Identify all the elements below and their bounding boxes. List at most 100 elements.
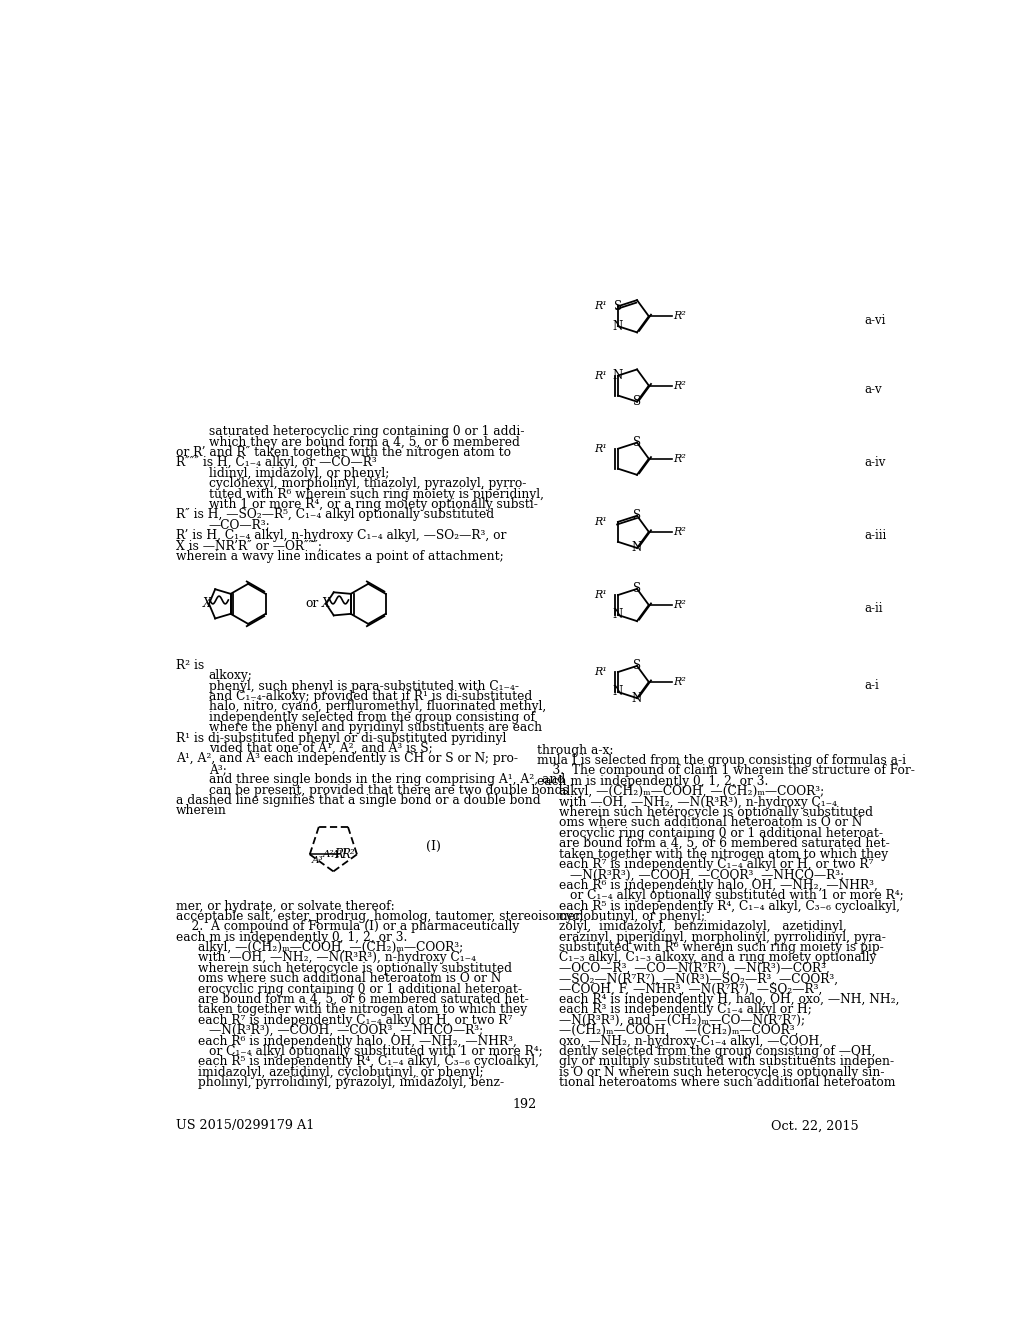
Text: each R⁶ is independently halo, OH, —NH₂, —NHR³,: each R⁶ is independently halo, OH, —NH₂,… xyxy=(559,879,878,892)
Text: X: X xyxy=(203,598,212,610)
Text: each R⁷ is independently C₁₋₄ alkyl or H, or two R⁷: each R⁷ is independently C₁₋₄ alkyl or H… xyxy=(559,858,873,871)
Text: mula I is selected from the group consisting of formulas a-i: mula I is selected from the group consis… xyxy=(538,754,906,767)
Text: through a-x:: through a-x: xyxy=(538,743,613,756)
Text: each m is independently 0, 1, 2, or 3.: each m is independently 0, 1, 2, or 3. xyxy=(176,931,408,944)
Text: R’ is H, C₁₋₄ alkyl, n-hydroxy C₁₋₄ alkyl, —SO₂—R³, or: R’ is H, C₁₋₄ alkyl, n-hydroxy C₁₋₄ alky… xyxy=(176,529,507,543)
Text: R¹: R¹ xyxy=(594,517,607,527)
Text: wherein such heterocycle is optionally substituted: wherein such heterocycle is optionally s… xyxy=(559,807,872,818)
Text: N: N xyxy=(612,319,623,333)
Text: substituted with R⁶ wherein such ring moiety is pip-: substituted with R⁶ wherein such ring mo… xyxy=(559,941,884,954)
Text: oxo, —NH₂, n-hydroxy-C₁₋₄ alkyl, —COOH,: oxo, —NH₂, n-hydroxy-C₁₋₄ alkyl, —COOH, xyxy=(559,1035,823,1048)
Text: R²: R² xyxy=(674,454,686,463)
Text: 192: 192 xyxy=(513,1098,537,1111)
Text: a-ii: a-ii xyxy=(864,602,883,615)
Text: A³;: A³; xyxy=(209,763,226,776)
Text: R¹: R¹ xyxy=(594,667,607,677)
Text: R″ is H, —SO₂—R⁵, C₁₋₄ alkyl optionally substituted: R″ is H, —SO₂—R⁵, C₁₋₄ alkyl optionally … xyxy=(176,508,495,521)
Text: each R⁷ is independently C₁₋₄ alkyl or H, or two R⁷: each R⁷ is independently C₁₋₄ alkyl or H… xyxy=(198,1014,512,1027)
Text: alkyl, —(CH₂)ₘ—COOH, —(CH₂)ₘ—COOR³;: alkyl, —(CH₂)ₘ—COOH, —(CH₂)ₘ—COOR³; xyxy=(198,941,463,954)
Text: mer, or hydrate, or solvate thereof:: mer, or hydrate, or solvate thereof: xyxy=(176,899,395,912)
Text: —N(R³R³), and —(CH₂)ₘ—CO—N(R⁷R⁷);: —N(R³R³), and —(CH₂)ₘ—CO—N(R⁷R⁷); xyxy=(559,1014,805,1027)
Text: A²: A² xyxy=(324,850,335,859)
Text: cyclobutinyl, or phenyl;: cyclobutinyl, or phenyl; xyxy=(559,909,706,923)
Text: taken together with the nitrogen atom to which they: taken together with the nitrogen atom to… xyxy=(198,1003,527,1016)
Text: S: S xyxy=(633,395,641,408)
Text: —N(R³R³), —COOH, —COOR³, —NHCO—R³;: —N(R³R³), —COOH, —COOR³, —NHCO—R³; xyxy=(569,869,844,882)
Text: wherein a wavy line indicates a point of attachment;: wherein a wavy line indicates a point of… xyxy=(176,550,504,562)
Text: —(CH₂)ₘ—COOH,    —(CH₂)ₘ—COOR³,: —(CH₂)ₘ—COOH, —(CH₂)ₘ—COOR³, xyxy=(559,1024,799,1038)
Text: are bound form a 4, 5, or 6 membered saturated het-: are bound form a 4, 5, or 6 membered sat… xyxy=(559,837,890,850)
Text: —OCO—R³, —CO—N(R⁷R⁷), —N(R³)—COR³,: —OCO—R³, —CO—N(R⁷R⁷), —N(R³)—COR³, xyxy=(559,962,829,975)
Text: are bound form a 4, 5, or 6 membered saturated het-: are bound form a 4, 5, or 6 membered sat… xyxy=(198,993,528,1006)
Text: erocyclic ring containing 0 or 1 additional heteroat-: erocyclic ring containing 0 or 1 additio… xyxy=(559,826,883,840)
Text: R² is: R² is xyxy=(176,659,205,672)
Text: tuted with R⁶ wherein such ring moiety is piperidinyl,: tuted with R⁶ wherein such ring moiety i… xyxy=(209,487,544,500)
Text: phenyl, such phenyl is para-substituted with C₁₋₄-: phenyl, such phenyl is para-substituted … xyxy=(209,680,518,693)
Text: a-v: a-v xyxy=(864,383,882,396)
Text: with —OH, —NH₂, —N(R³R³), n-hydroxy C₁₋₄: with —OH, —NH₂, —N(R³R³), n-hydroxy C₁₋₄ xyxy=(559,796,837,809)
Text: R²: R² xyxy=(674,601,686,610)
Text: with —OH, —NH₂, —N(R³R³), n-hydroxy C₁₋₄: with —OH, —NH₂, —N(R³R³), n-hydroxy C₁₋₄ xyxy=(198,952,476,965)
Text: a-i: a-i xyxy=(864,680,879,693)
Text: can be present, provided that there are two double bonds: can be present, provided that there are … xyxy=(209,784,568,797)
Text: R²: R² xyxy=(674,312,686,321)
Text: dently selected from the group consisting of —OH,: dently selected from the group consistin… xyxy=(559,1045,876,1059)
Text: alkoxy;: alkoxy; xyxy=(209,669,253,682)
Text: A¹, A², and A³ each independently is CH or S or N; pro-: A¹, A², and A³ each independently is CH … xyxy=(176,752,518,766)
Text: S: S xyxy=(633,660,641,672)
Text: a-iii: a-iii xyxy=(864,529,887,543)
Text: each R⁴ is independently H, halo, OH, oxo, —NH, NH₂,: each R⁴ is independently H, halo, OH, ox… xyxy=(559,993,899,1006)
Text: erocyclic ring containing 0 or 1 additional heteroat-: erocyclic ring containing 0 or 1 additio… xyxy=(198,982,522,995)
Text: lidinyl, imidazolyl, or phenyl;: lidinyl, imidazolyl, or phenyl; xyxy=(209,467,389,479)
Text: pholinyl, pyrrolidinyl, pyrazolyl, imidazolyl, benz-: pholinyl, pyrrolidinyl, pyrazolyl, imida… xyxy=(198,1076,504,1089)
Text: S: S xyxy=(614,300,622,313)
Text: R²: R² xyxy=(674,527,686,537)
Text: N: N xyxy=(612,685,623,698)
Text: N: N xyxy=(632,541,642,554)
Text: a dashed line signifies that a single bond or a double bond: a dashed line signifies that a single bo… xyxy=(176,795,541,807)
Text: or C₁₋₄ alkyl optionally substituted with 1 or more R⁴;: or C₁₋₄ alkyl optionally substituted wit… xyxy=(569,890,903,902)
Text: R²: R² xyxy=(341,847,354,861)
Text: R¹: R¹ xyxy=(334,847,348,861)
Text: 2.  A compound of Formula (I) or a pharmaceutically: 2. A compound of Formula (I) or a pharma… xyxy=(176,920,519,933)
Text: A³: A³ xyxy=(312,855,324,865)
Text: —CO—R³;: —CO—R³; xyxy=(209,519,270,532)
Text: gly or multiply substituted with substituents indepen-: gly or multiply substituted with substit… xyxy=(559,1056,894,1068)
Text: R¹: R¹ xyxy=(594,590,607,601)
Text: A¹: A¹ xyxy=(332,850,344,859)
Text: each R⁶ is independently halo, OH, —NH₂, —NHR³,: each R⁶ is independently halo, OH, —NH₂,… xyxy=(198,1035,517,1048)
Text: halo, nitro, cyano, perfluromethyl, fluorinated methyl,: halo, nitro, cyano, perfluromethyl, fluo… xyxy=(209,701,546,714)
Text: X is —NR’R″ or —OR″″″;: X is —NR’R″ or —OR″″″; xyxy=(176,540,323,553)
Text: or R’ and R″ taken together with the nitrogen atom to: or R’ and R″ taken together with the nit… xyxy=(176,446,511,459)
Text: acceptable salt, ester, prodrug, homolog, tautomer, stereoisomer,: acceptable salt, ester, prodrug, homolog… xyxy=(176,909,584,923)
Text: each R³ is independently C₁₋₄ alkyl or H;: each R³ is independently C₁₋₄ alkyl or H… xyxy=(559,1003,812,1016)
Text: C₁₋₃ alkyl, C₁₋₃ alkoxy, and a ring moiety optionally: C₁₋₃ alkyl, C₁₋₃ alkoxy, and a ring moie… xyxy=(559,952,877,965)
Text: —COOH, F, —NHR³, —N(R⁷R⁷), —SO₂—R³,: —COOH, F, —NHR³, —N(R⁷R⁷), —SO₂—R³, xyxy=(559,982,822,995)
Text: imidazolyl, azetidinyl, cyclobutinyl, or phenyl;: imidazolyl, azetidinyl, cyclobutinyl, or… xyxy=(198,1065,483,1078)
Text: or C₁₋₄ alkyl optionally substituted with 1 or more R⁴;: or C₁₋₄ alkyl optionally substituted wit… xyxy=(209,1045,543,1059)
Text: oms where such additional heteroatom is O or N: oms where such additional heteroatom is … xyxy=(559,816,862,829)
Text: S: S xyxy=(633,582,641,595)
Text: which they are bound form a 4, 5, or 6 membered: which they are bound form a 4, 5, or 6 m… xyxy=(209,436,519,449)
Text: independently selected from the group consisting of: independently selected from the group co… xyxy=(209,711,535,723)
Text: erazinyl, piperidinyl, morpholinyl, pyrrolidinyl, pyra-: erazinyl, piperidinyl, morpholinyl, pyrr… xyxy=(559,931,886,944)
Text: saturated heterocyclic ring containing 0 or 1 addi-: saturated heterocyclic ring containing 0… xyxy=(209,425,524,438)
Text: N: N xyxy=(632,692,642,705)
Text: and C₁₋₄-alkoxy; provided that if R¹ is di-substituted: and C₁₋₄-alkoxy; provided that if R¹ is … xyxy=(209,690,531,704)
Text: (I): (I) xyxy=(426,841,441,853)
Text: N: N xyxy=(612,609,623,622)
Text: 3.  The compound of claim 1 wherein the structure of For-: 3. The compound of claim 1 wherein the s… xyxy=(538,764,915,777)
Text: R²: R² xyxy=(674,380,686,391)
Text: S: S xyxy=(633,510,641,523)
Text: zolyl,  imidazolyl,  benzimidazolyl,   azetidinyl,: zolyl, imidazolyl, benzimidazolyl, azeti… xyxy=(559,920,847,933)
Text: oms where such additional heteroatom is O or N: oms where such additional heteroatom is … xyxy=(198,973,501,985)
Text: alkyl, —(CH₂)ₘ—COOH, —(CH₂)ₘ—COOR³;: alkyl, —(CH₂)ₘ—COOH, —(CH₂)ₘ—COOR³; xyxy=(559,785,824,799)
Text: R″″″ is H, C₁₋₄ alkyl, or —CO—R³: R″″″ is H, C₁₋₄ alkyl, or —CO—R³ xyxy=(176,457,377,470)
Text: R¹ is di-substituted phenyl or di-substituted pyridinyl: R¹ is di-substituted phenyl or di-substi… xyxy=(176,731,507,744)
Text: R¹: R¹ xyxy=(594,371,607,380)
Text: and three single bonds in the ring comprising A¹, A², and: and three single bonds in the ring compr… xyxy=(209,774,565,787)
Text: S: S xyxy=(633,436,641,449)
Text: a-vi: a-vi xyxy=(864,314,886,326)
Text: taken together with the nitrogen atom to which they: taken together with the nitrogen atom to… xyxy=(559,847,888,861)
Text: —N(R³R³), —COOH, —COOR³, —NHCO—R³;: —N(R³R³), —COOH, —COOR³, —NHCO—R³; xyxy=(209,1024,483,1038)
